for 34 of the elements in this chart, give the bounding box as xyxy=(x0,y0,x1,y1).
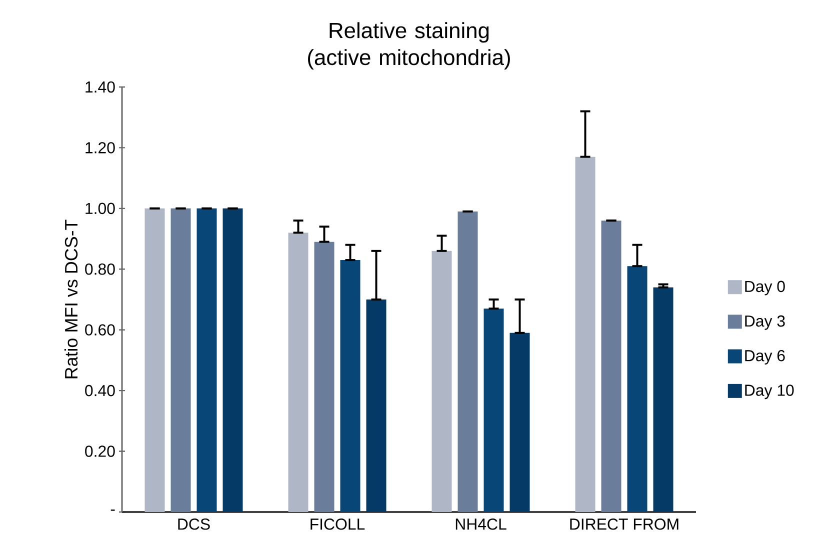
y-tick-label: 1.20 xyxy=(86,142,115,154)
y-tick-label: 1.00 xyxy=(86,202,115,214)
y-tick-label: 0.60 xyxy=(85,324,115,336)
legend-label: Day 6 xyxy=(745,350,785,364)
bar xyxy=(196,208,217,512)
legend-label: Day 3 xyxy=(745,315,785,330)
x-tick-label: DIRECT FROM xyxy=(570,518,678,530)
y-axis-title: Ratio MFI vs DCS-T xyxy=(64,220,78,378)
y-tick-label: - xyxy=(110,510,115,511)
x-tick-label: FICOLL xyxy=(310,518,365,530)
x-tick-label: NH4CL xyxy=(456,518,506,530)
bar xyxy=(314,242,334,512)
chart-title: Relative staining (active mitochondria) xyxy=(308,22,510,70)
y-tick-label: 0.40 xyxy=(85,384,115,396)
bar xyxy=(575,156,596,512)
bar xyxy=(653,287,674,512)
bar xyxy=(288,232,308,512)
bar xyxy=(627,266,648,512)
bar xyxy=(601,220,622,512)
bar xyxy=(458,211,478,512)
x-tick-label: DCS xyxy=(178,518,210,530)
y-tick-label: 0.20 xyxy=(85,446,115,457)
bar xyxy=(170,208,191,512)
legend-label: Day 0 xyxy=(745,280,785,296)
bar xyxy=(222,208,243,512)
y-tick-label: 0.80 xyxy=(85,264,115,275)
bar xyxy=(366,299,386,512)
bar xyxy=(144,208,165,512)
bar xyxy=(484,308,504,512)
bar xyxy=(510,332,530,512)
y-tick-label: 1.40 xyxy=(86,81,115,93)
bar xyxy=(340,260,360,512)
legend-label: Day 10 xyxy=(745,384,794,400)
bar xyxy=(432,250,452,512)
